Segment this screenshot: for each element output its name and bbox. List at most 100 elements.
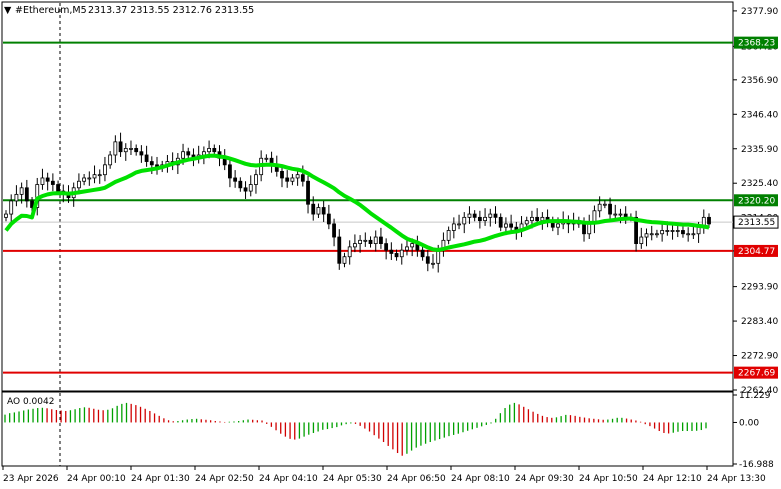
candle — [634, 210, 638, 252]
candle — [347, 240, 352, 265]
candle — [524, 216, 529, 228]
candle — [228, 159, 232, 188]
candle — [707, 213, 711, 228]
price-tag: 2313.55 — [733, 215, 779, 229]
candle — [639, 227, 644, 249]
ao-tick-label: 0.00 — [739, 418, 759, 428]
candles — [4, 132, 711, 273]
candle — [24, 179, 29, 208]
candle — [425, 250, 430, 272]
candle — [50, 173, 55, 192]
candle — [477, 210, 482, 229]
svg-text:2267.69: 2267.69 — [738, 369, 775, 379]
ao-axis: 11.229 0.00 -16.988 — [733, 391, 774, 470]
price-tick-label: 2272.90 — [741, 352, 778, 362]
candle — [467, 206, 472, 224]
candle — [462, 212, 467, 234]
candle — [108, 151, 113, 169]
ao-tick-label: -16.988 — [739, 460, 774, 470]
price-tag: 2267.69 — [734, 366, 778, 379]
price-tick-label: 2377.90 — [741, 7, 778, 17]
candle — [285, 170, 290, 188]
price-tags: 2368.23 2320.20 2304.77 2267.69 2313.55 — [733, 36, 779, 379]
candle — [316, 203, 321, 219]
candle — [509, 214, 514, 233]
candle — [472, 210, 477, 222]
candle — [655, 229, 659, 238]
candle — [321, 200, 326, 222]
candle — [82, 174, 87, 186]
candle — [373, 230, 378, 252]
candle — [686, 227, 691, 242]
candle — [118, 132, 123, 157]
ao-histogram — [4, 402, 707, 456]
candle — [379, 227, 383, 249]
time-tick-label: 24 Apr 00:10 — [67, 474, 126, 484]
candle — [660, 223, 665, 242]
candle — [446, 226, 451, 245]
header-arrow-icon[interactable]: ▼ — [4, 5, 12, 16]
candle — [92, 165, 97, 184]
candle — [45, 172, 50, 191]
candle — [644, 228, 649, 247]
candle — [493, 206, 498, 224]
svg-text:2304.77: 2304.77 — [738, 247, 775, 257]
candle — [342, 252, 347, 268]
candle — [248, 175, 253, 197]
price-tag: 2368.23 — [734, 36, 778, 49]
time-tick-label: 24 Apr 02:50 — [195, 474, 254, 484]
candle — [352, 234, 357, 253]
candle — [264, 154, 269, 163]
price-tick-label: 2356.90 — [741, 76, 778, 86]
candle — [14, 185, 19, 207]
candle — [40, 168, 45, 190]
candle — [280, 166, 284, 188]
candle — [488, 208, 493, 227]
candle — [384, 238, 389, 260]
candle — [186, 147, 191, 159]
candle — [389, 242, 394, 261]
candle — [129, 140, 133, 155]
candle — [113, 135, 118, 163]
price-tick-label: 2325.40 — [741, 179, 778, 189]
candle — [134, 144, 139, 156]
candle — [103, 156, 107, 182]
candle — [358, 235, 363, 253]
candle — [597, 196, 602, 218]
time-tick-label: 24 Apr 09:30 — [515, 474, 574, 484]
candle — [613, 204, 618, 220]
candle — [9, 194, 14, 222]
ohlc-label: 2313.37 2313.55 2312.76 2313.55 — [88, 5, 254, 16]
candle — [420, 246, 425, 261]
price-tick-label: 2283.40 — [741, 317, 778, 327]
candle — [332, 218, 336, 247]
ao-tick-label: 11.229 — [739, 391, 771, 401]
price-tag: 2304.77 — [734, 244, 778, 257]
candle — [602, 200, 607, 209]
svg-text:2313.55: 2313.55 — [738, 218, 775, 228]
time-tick-label: 24 Apr 08:10 — [451, 474, 510, 484]
candle — [368, 236, 373, 248]
candle — [326, 204, 331, 230]
candle — [144, 145, 149, 167]
candle — [457, 214, 461, 230]
ma-line — [4, 153, 710, 252]
price-tick-label: 2335.90 — [741, 145, 778, 155]
candle — [306, 175, 310, 214]
candle — [363, 232, 368, 247]
symbol-label: #Ethereum,M5 — [15, 5, 87, 16]
candle — [4, 210, 8, 222]
price-tag: 2320.20 — [734, 194, 778, 207]
svg-text:2320.20: 2320.20 — [738, 196, 775, 206]
candle — [30, 197, 34, 212]
time-tick-label: 24 Apr 10:50 — [579, 474, 638, 484]
price-tick-label: 2262.40 — [741, 386, 778, 396]
candle — [290, 174, 295, 186]
candle — [238, 177, 243, 192]
candle — [681, 226, 685, 238]
candle — [123, 143, 128, 161]
time-tick-label: 24 Apr 05:30 — [323, 474, 382, 484]
time-tick-label: 24 Apr 01:30 — [131, 474, 190, 484]
time-tick-label: 24 Apr 13:30 — [707, 474, 766, 484]
